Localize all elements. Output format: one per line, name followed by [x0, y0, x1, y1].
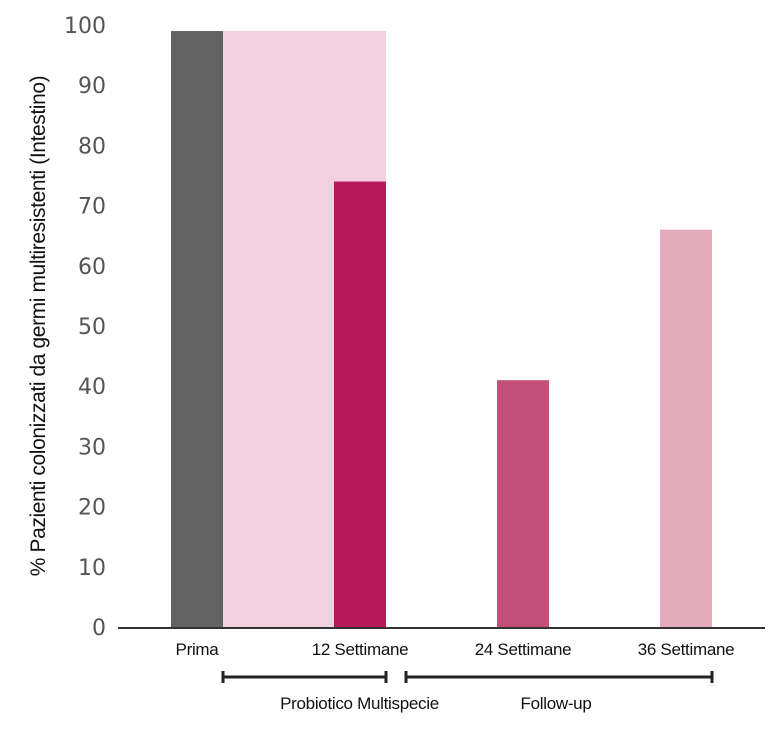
bar-3 — [497, 380, 549, 627]
y-tick-label: 0 — [92, 616, 106, 641]
y-axis-ticks: 0 10 20 30 40 50 60 70 80 90 100 — [64, 14, 106, 641]
period-bracket: Probiotico Multispecie — [221, 671, 439, 713]
y-tick-label: 70 — [78, 195, 106, 220]
y-tick-label: 10 — [78, 556, 106, 581]
period-label: Probiotico Multispecie — [280, 694, 439, 713]
bars — [171, 31, 712, 627]
bar-1 — [171, 31, 223, 627]
y-tick-label: 80 — [78, 134, 106, 159]
period-bracket: Follow-up — [404, 671, 714, 713]
y-tick-label: 20 — [78, 496, 106, 521]
period-brackets: Probiotico Multispecie Follow-up — [221, 671, 714, 713]
bar-2 — [334, 181, 386, 627]
y-tick-label: 30 — [78, 435, 106, 460]
x-category-label: 24 Settimane — [475, 640, 572, 659]
x-axis-categories: Prima 12 Settimane 24 Settimane 36 Settiman… — [176, 640, 735, 659]
y-tick-label: 100 — [64, 14, 106, 39]
y-tick-label: 50 — [78, 315, 106, 340]
x-category-label: 36 Settimane — [638, 640, 735, 659]
y-tick-label: 40 — [78, 375, 106, 400]
period-label: Follow-up — [521, 694, 592, 713]
x-category-label: 12 Settimane — [312, 640, 409, 659]
y-axis-title: % Pazienti colonizzati da germi multires… — [27, 76, 50, 576]
y-tick-label: 90 — [78, 74, 106, 99]
y-tick-label: 60 — [78, 255, 106, 280]
bar-4 — [660, 229, 712, 627]
x-category-label: Prima — [176, 640, 220, 659]
